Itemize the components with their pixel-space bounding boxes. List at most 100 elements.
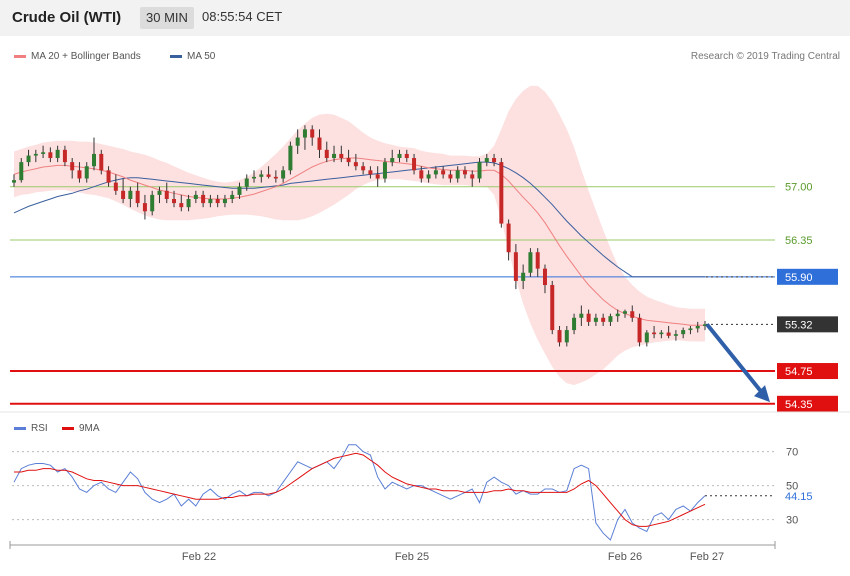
candle — [41, 145, 46, 159]
candle-body — [113, 182, 118, 191]
candle-body — [433, 170, 438, 175]
level-tag-55.90: 55.90 — [777, 268, 838, 285]
candle-body — [608, 316, 613, 322]
candle — [113, 174, 118, 195]
forecast-arrow-head — [754, 385, 770, 403]
candle-body — [62, 149, 67, 163]
rsi-plot: 30 50 70 44.15 — [12, 444, 813, 541]
candle-body — [695, 325, 700, 329]
candle — [208, 194, 213, 208]
candle — [55, 145, 60, 163]
candle — [528, 248, 533, 277]
candle — [99, 149, 104, 175]
candle-body — [644, 332, 649, 343]
candle — [259, 170, 264, 183]
candle-body — [506, 223, 511, 253]
legend-item-bollinger[interactable]: MA 20 + Bollinger Bands — [14, 51, 141, 62]
candle — [62, 145, 67, 167]
candle-body — [688, 328, 693, 331]
candle-body — [324, 149, 329, 159]
candle — [215, 194, 220, 208]
candle-body — [215, 198, 220, 204]
candle — [324, 141, 329, 163]
level-tag-bg — [777, 231, 838, 248]
x-axis: Feb 22 Feb 25 Feb 26 Feb 27 — [9, 541, 776, 563]
candle — [448, 170, 453, 183]
candle — [128, 186, 133, 208]
candle — [48, 147, 53, 163]
candle-body — [659, 332, 664, 335]
candle-body — [593, 317, 598, 322]
legend-label-9ma: 9MA — [79, 423, 100, 434]
legend-item-9ma[interactable]: 9MA — [62, 423, 100, 434]
candle-body — [99, 153, 104, 171]
candle-body — [332, 153, 337, 159]
candle — [266, 166, 271, 179]
candle — [484, 153, 489, 167]
candle-body — [84, 166, 89, 179]
bollinger-band — [14, 85, 705, 386]
candle-body — [128, 190, 133, 199]
candle — [339, 145, 344, 163]
candle-body — [339, 153, 344, 159]
candle-body — [703, 324, 707, 326]
candle — [288, 141, 293, 175]
legend-item-ma50[interactable]: MA 50 — [170, 51, 215, 62]
level-label: 54.75 — [785, 366, 813, 378]
ma20-line — [13, 157, 705, 326]
candle — [608, 313, 613, 326]
level-tag-bg — [777, 268, 838, 285]
candle — [644, 330, 649, 347]
candle-body — [237, 186, 242, 195]
candle-body — [281, 170, 286, 179]
candle-body — [266, 174, 271, 177]
candle — [237, 182, 242, 199]
candle — [499, 158, 504, 228]
candle-body — [550, 285, 555, 331]
legend-item-rsi[interactable]: RSI — [14, 423, 48, 434]
rsi-last-value: 44.15 — [785, 491, 813, 503]
candle — [535, 248, 540, 277]
x-tick-label: Feb 25 — [395, 551, 429, 563]
candle-body — [92, 153, 97, 167]
candle — [142, 194, 147, 220]
candle-body — [346, 158, 351, 163]
timeframe-selector[interactable]: 30 MIN — [140, 7, 194, 29]
candle-body — [441, 170, 446, 175]
candle — [666, 325, 671, 339]
x-tick-label: Feb 22 — [182, 551, 216, 563]
candle-body — [19, 162, 24, 181]
candle — [615, 309, 620, 322]
candle — [179, 194, 184, 212]
candle-body — [26, 155, 31, 163]
candle — [492, 153, 497, 167]
candle — [361, 162, 366, 175]
candle — [121, 178, 126, 204]
candle-body — [41, 152, 46, 154]
candle-body — [55, 149, 60, 159]
candle-body — [666, 332, 671, 336]
candle — [462, 166, 467, 179]
candle — [550, 280, 555, 335]
candle — [426, 170, 431, 183]
candle — [433, 166, 438, 179]
level-tag-bg — [777, 178, 838, 195]
candle-body — [259, 174, 264, 177]
candle — [368, 166, 373, 179]
candle — [157, 186, 162, 204]
candle-body — [302, 129, 307, 138]
candle-body — [404, 153, 409, 159]
candle — [622, 309, 627, 318]
candle — [26, 149, 31, 167]
chart-header: Crude Oil (WTI) 30 MIN 08:55:54 CET — [0, 0, 850, 36]
candle-body — [273, 176, 278, 179]
candle-body — [201, 194, 206, 204]
candle — [695, 321, 700, 333]
candle-body — [368, 170, 373, 175]
candle-body — [630, 311, 635, 318]
candle — [317, 129, 322, 159]
candle-body — [477, 162, 482, 179]
candle — [19, 158, 24, 183]
candle-body — [681, 330, 686, 335]
